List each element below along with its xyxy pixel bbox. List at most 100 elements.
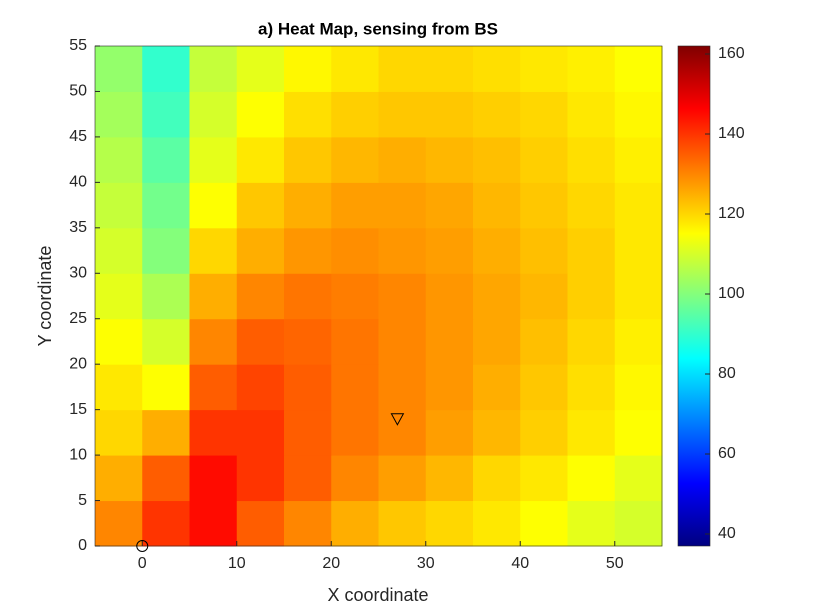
y-tick-label: 0 bbox=[78, 537, 87, 554]
heat-cell bbox=[473, 182, 521, 229]
heat-cell bbox=[142, 91, 190, 138]
heat-cell bbox=[284, 409, 332, 456]
heat-cell bbox=[331, 500, 379, 547]
y-tick-label: 20 bbox=[69, 355, 87, 372]
heat-cell bbox=[236, 455, 285, 502]
heat-cell bbox=[236, 318, 285, 365]
heat-cell bbox=[142, 500, 190, 547]
heat-cell bbox=[425, 364, 474, 411]
heat-cell bbox=[95, 182, 143, 229]
heat-cell bbox=[378, 318, 427, 365]
heat-cell bbox=[473, 364, 521, 411]
heat-cell bbox=[567, 409, 616, 456]
heat-cell bbox=[567, 136, 616, 183]
y-tick-label: 55 bbox=[69, 37, 87, 54]
heat-cell bbox=[378, 500, 427, 547]
heat-cell bbox=[284, 273, 332, 320]
heat-cell bbox=[95, 455, 143, 502]
heat-cell bbox=[284, 455, 332, 502]
y-tick-label: 30 bbox=[69, 264, 87, 281]
x-tick-label: 0 bbox=[138, 555, 147, 572]
heat-cell bbox=[425, 46, 474, 92]
heat-cell bbox=[284, 227, 332, 274]
heat-cell bbox=[614, 409, 663, 456]
heat-cell bbox=[284, 46, 332, 92]
colorbar-tick-label: 160 bbox=[718, 45, 745, 62]
heat-cell bbox=[520, 136, 568, 183]
heat-cell bbox=[473, 91, 521, 138]
heat-cell bbox=[189, 227, 238, 274]
heat-cell bbox=[567, 273, 616, 320]
heat-cell bbox=[378, 273, 427, 320]
heat-cell bbox=[189, 409, 238, 456]
heat-cell bbox=[189, 500, 238, 547]
heat-cell bbox=[520, 91, 568, 138]
heat-cell bbox=[520, 364, 568, 411]
heat-cell bbox=[189, 91, 238, 138]
heat-cell bbox=[567, 318, 616, 365]
y-tick-label: 5 bbox=[78, 492, 87, 509]
heat-cell bbox=[95, 318, 143, 365]
heat-cell bbox=[189, 273, 238, 320]
heat-cell bbox=[614, 227, 663, 274]
heat-cell bbox=[378, 227, 427, 274]
colorbar-tick-label: 80 bbox=[718, 365, 736, 382]
heat-cell bbox=[331, 182, 379, 229]
heat-cell bbox=[473, 136, 521, 183]
chart-title: a) Heat Map, sensing from BS bbox=[258, 19, 498, 38]
heat-cell bbox=[425, 91, 474, 138]
heat-cell bbox=[567, 364, 616, 411]
heat-cell bbox=[473, 46, 521, 92]
colorbar-tick-label: 140 bbox=[718, 125, 745, 142]
heat-cell bbox=[189, 46, 238, 92]
heat-cell bbox=[378, 182, 427, 229]
colorbar bbox=[677, 45, 711, 547]
colorbar-tick-label: 120 bbox=[718, 205, 745, 222]
heat-cell bbox=[236, 409, 285, 456]
heat-cell bbox=[236, 91, 285, 138]
heat-cell bbox=[236, 46, 285, 92]
heat-cell bbox=[425, 227, 474, 274]
heat-cell bbox=[142, 409, 190, 456]
marker-circle bbox=[136, 540, 149, 552]
heat-cell bbox=[331, 227, 379, 274]
heat-cell bbox=[95, 227, 143, 274]
heat-cell bbox=[614, 91, 663, 138]
heat-cell bbox=[520, 182, 568, 229]
heat-cell bbox=[284, 182, 332, 229]
y-tick-label: 25 bbox=[69, 310, 87, 327]
heat-cell bbox=[236, 227, 285, 274]
heat-cell bbox=[378, 136, 427, 183]
heat-cell bbox=[331, 91, 379, 138]
heat-cell bbox=[378, 364, 427, 411]
x-tick-label: 10 bbox=[228, 555, 246, 572]
heat-cell bbox=[284, 364, 332, 411]
heat-cell bbox=[236, 182, 285, 229]
heat-cell bbox=[95, 500, 143, 547]
heat-cell bbox=[284, 500, 332, 547]
marker-triangle bbox=[390, 413, 405, 426]
heat-cell bbox=[473, 455, 521, 502]
heat-cell bbox=[567, 91, 616, 138]
heat-cell bbox=[520, 500, 568, 547]
heat-cell bbox=[142, 364, 190, 411]
x-tick-label: 40 bbox=[511, 555, 529, 572]
heat-cell bbox=[425, 455, 474, 502]
heat-cell bbox=[95, 91, 143, 138]
heat-cell bbox=[614, 182, 663, 229]
heat-cell bbox=[378, 91, 427, 138]
y-tick-label: 40 bbox=[69, 174, 87, 191]
colorbar-tick-label: 100 bbox=[718, 285, 745, 302]
heat-cell bbox=[189, 136, 238, 183]
heat-cell bbox=[425, 500, 474, 547]
heat-cell bbox=[189, 318, 238, 365]
plot-frame bbox=[94, 45, 663, 547]
heat-cell bbox=[520, 46, 568, 92]
heat-cell bbox=[95, 409, 143, 456]
heat-cell bbox=[331, 318, 379, 365]
heat-cell bbox=[378, 455, 427, 502]
heat-cell bbox=[567, 182, 616, 229]
colorbar-tick-label: 40 bbox=[718, 525, 736, 542]
heat-cell bbox=[425, 136, 474, 183]
